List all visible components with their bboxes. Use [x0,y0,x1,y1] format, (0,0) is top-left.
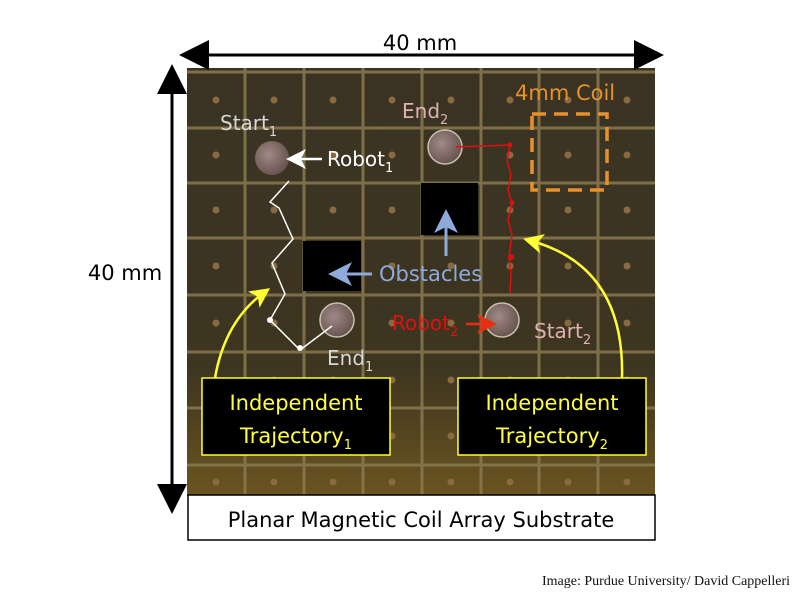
coil-dot [388,478,396,486]
coil-dot [329,206,337,214]
coil-dot [388,151,396,159]
coil-dot [506,96,514,104]
coil-dot [564,262,572,270]
coil-dot [212,262,220,270]
image-credit: Image: Purdue University/ David Cappelle… [542,574,791,589]
robot1-label: Robot1 [327,147,393,176]
coil-dot [447,96,455,104]
coil-dot [388,319,396,327]
obstacles-label: Obstacles [379,262,482,286]
end2-label: End2 [402,99,448,128]
callout-line: Independent [485,391,618,415]
trajectory-1-path [268,180,333,351]
coil-dot [564,96,572,104]
callout-arrow-2 [523,234,624,379]
end1-label: End1 [327,346,373,375]
obstacle [303,241,361,291]
start2-label: Start2 [534,319,591,348]
trajectory-2-waypoint [508,254,514,260]
coil-dot [212,151,220,159]
coil-dot [447,376,455,384]
coil-dot [447,319,455,327]
coil-dot [329,151,337,159]
trajectory-2-waypoint [507,142,513,148]
coil-dot [623,151,631,159]
callout-arrow-1 [213,288,271,379]
trajectory-2-callout: Independent Trajectory2 [457,377,647,456]
coil-label: 4mm Coil [515,81,615,105]
coil-dot [623,319,631,327]
coil-dot [623,206,631,214]
robot-2-disc [484,302,520,338]
coil-dot [270,206,278,214]
trajectory-2-waypoint [509,200,515,206]
coil-dot [623,262,631,270]
coil-dot [212,206,220,214]
coil-dot [388,206,396,214]
obstacle [421,183,478,235]
coil-dot [447,478,455,486]
coil-dot [564,478,572,486]
dimension-label-left: 40 mm [88,261,162,285]
callout-line: Trajectory2 [495,424,608,453]
coil-dot [270,96,278,104]
dimension-label-top: 40 mm [383,31,457,55]
coil-dot [212,319,220,327]
coil-dashed-box [530,112,609,192]
coil-dot [506,478,514,486]
trajectory-1-callout: Independent Trajectory1 [201,377,391,456]
trajectory-1-waypoint [267,317,273,323]
start1-label: Start1 [220,111,277,140]
callout-line: Independent [229,391,362,415]
coil-dot [564,151,572,159]
coil-dot [329,478,337,486]
trajectory-1-waypoint [297,345,303,351]
coil-dot [447,432,455,440]
coil-dot [564,319,572,327]
caption-text: Planar Magnetic Coil Array Substrate [228,508,615,532]
coil-dot [388,262,396,270]
robot2-label: Robot2 [392,311,458,340]
coil-dot [212,478,220,486]
coil-dot [212,96,220,104]
coil-dot [329,96,337,104]
callout-line: Trajectory1 [239,424,352,453]
coil-dot [447,262,455,270]
coil-dot [270,478,278,486]
coil-dot [564,206,572,214]
robot-1-disc [255,141,289,175]
caption-box: Planar Magnetic Coil Array Substrate [187,494,656,541]
coil-dot [623,96,631,104]
coil-dot [623,478,631,486]
coil-dot [388,96,396,104]
